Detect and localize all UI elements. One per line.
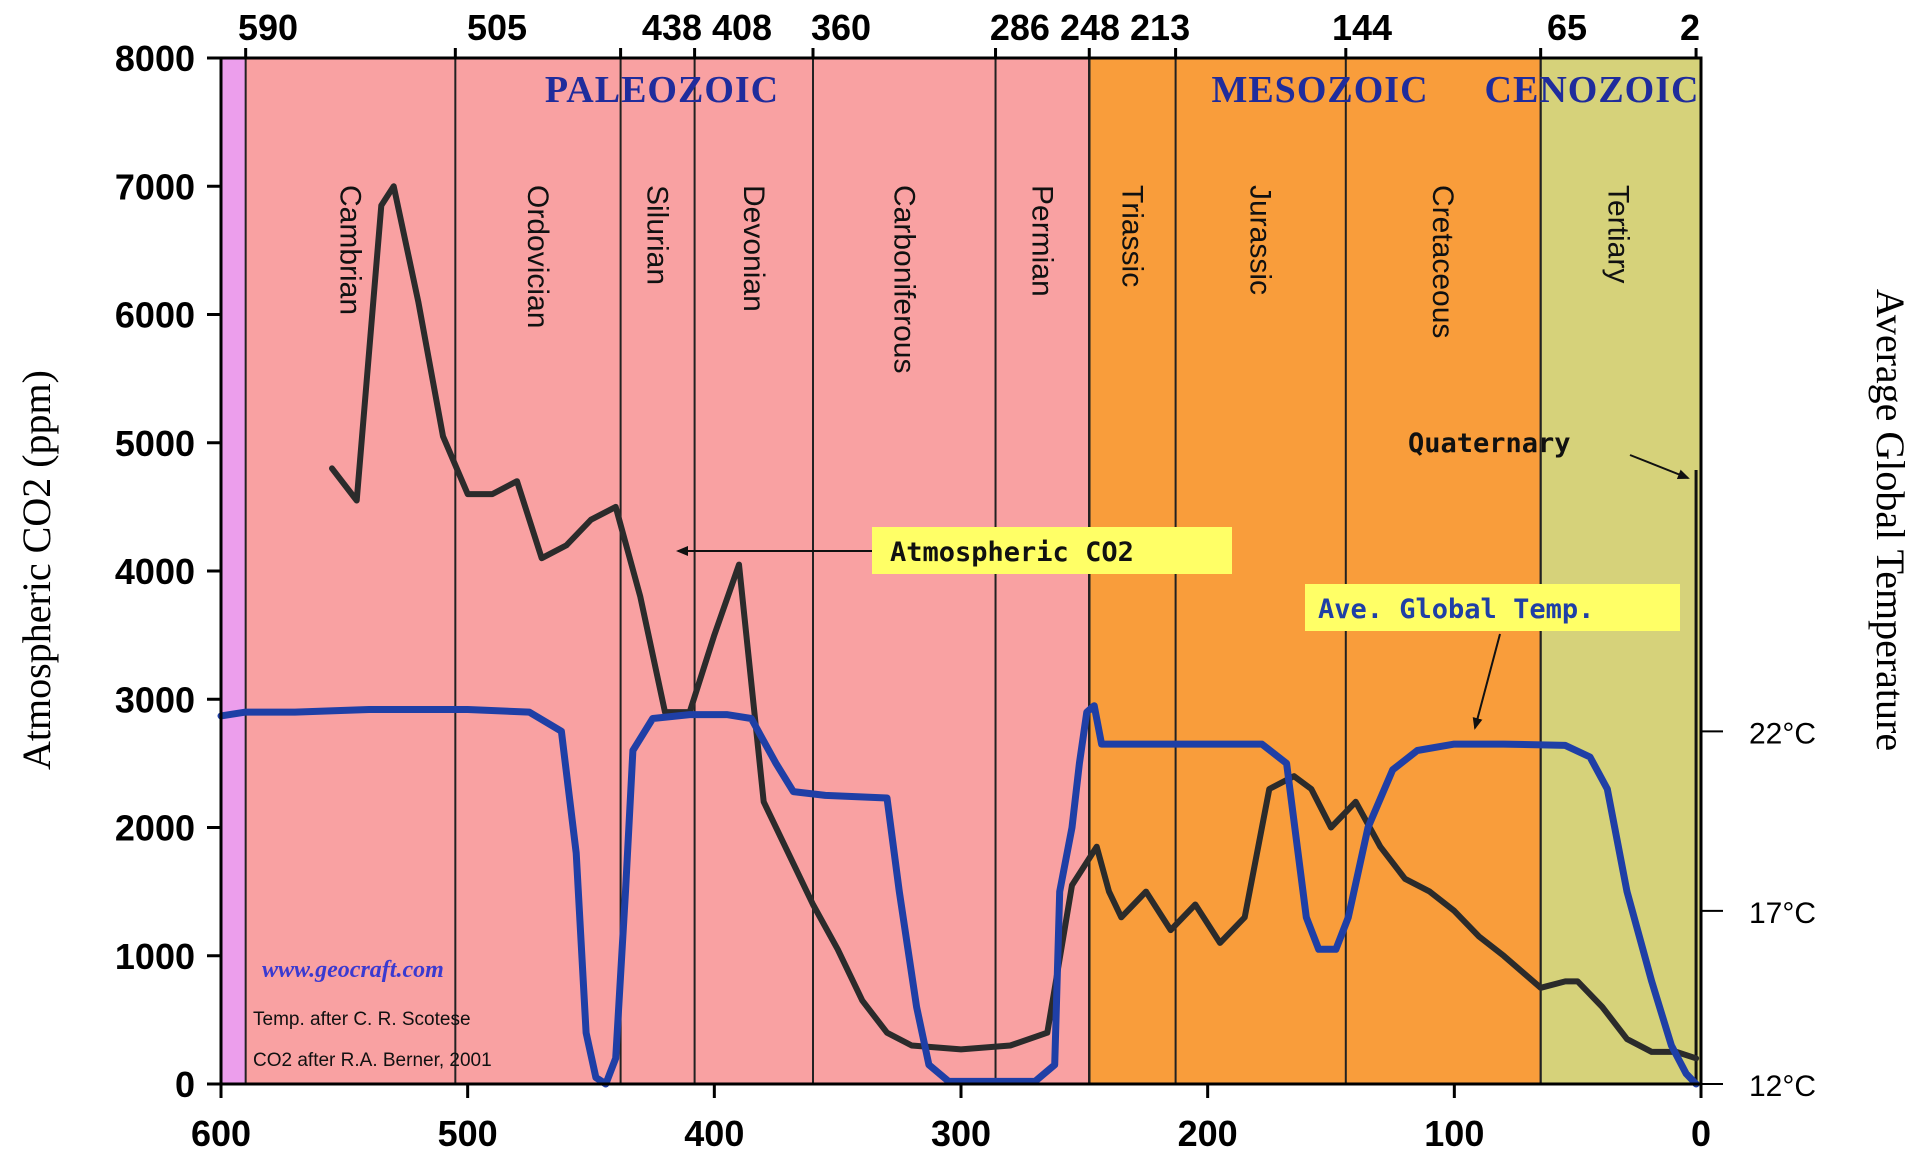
y-axis-title: Atmospheric CO2 (ppm) — [14, 370, 59, 770]
x-tick-label: 300 — [931, 1113, 991, 1154]
co2-source-credit: CO2 after R.A. Berner, 2001 — [253, 1050, 492, 1071]
period-label-triassic: Triassic — [1115, 185, 1148, 287]
data-series — [217, 183, 1700, 1088]
y-tick-label: 8000 — [115, 38, 195, 79]
x-tick-label: 0 — [1691, 1113, 1711, 1154]
era-label-cenozoic: CENOZOIC — [1485, 69, 1700, 111]
top-tick-label: 286 248 213 — [990, 7, 1190, 48]
period-label-devonian: Devonian — [737, 185, 770, 312]
x-axis-ticks: 600 500 400 300 200 100 0 — [191, 1084, 1711, 1154]
x-tick-label: 400 — [684, 1113, 744, 1154]
top-tick-label: 438 408 — [642, 7, 772, 48]
top-tick-label: 144 — [1332, 7, 1392, 48]
era-band-cenozoic — [1540, 58, 1701, 1084]
period-label-permian: Permian — [1025, 185, 1058, 297]
y-tick-label: 2000 — [115, 808, 195, 849]
period-label-silurian: Silurian — [641, 185, 674, 285]
era-label-mesozoic: MESOZOIC — [1211, 69, 1428, 111]
y-tick-label: 5000 — [115, 423, 195, 464]
source-url: www.geocraft.com — [262, 957, 444, 983]
y-tick-label: 3000 — [115, 679, 195, 720]
right-tick-label: 17°C — [1749, 897, 1816, 930]
x-tick-label: 500 — [438, 1113, 498, 1154]
x-tick-label: 200 — [1178, 1113, 1238, 1154]
period-label-jurassic: Jurassic — [1244, 185, 1277, 295]
period-label-cambrian: Cambrian — [334, 185, 367, 315]
y-tick-label: 6000 — [115, 295, 195, 336]
period-labels: Cambrian Ordovician Silurian Devonian Carbon… — [334, 185, 1635, 373]
period-label-carboniferous: Carboniferous — [887, 185, 920, 373]
y-tick-label: 7000 — [115, 166, 195, 207]
co2-label-box — [872, 527, 1232, 574]
temp-arrow — [1472, 633, 1501, 730]
temp-source-credit: Temp. after C. R. Scotese — [253, 1009, 471, 1030]
y-axis-ticks: 0 1000 2000 3000 4000 5000 6000 7000 8000 — [115, 38, 221, 1105]
top-tick-label: 2 — [1680, 7, 1700, 48]
era-labels: PALEOZOIC MESOZOIC CENOZOIC — [545, 69, 1700, 111]
quaternary-arrow — [1629, 454, 1690, 479]
temp-label: Ave. Global Temp. — [1318, 594, 1594, 625]
temp-label-box — [1305, 584, 1680, 631]
right-tick-label: 12°C — [1749, 1070, 1816, 1103]
top-tick-label: 505 — [467, 7, 527, 48]
y2-axis-title: Average Global Temperature — [1868, 289, 1911, 751]
era-band-precambrian — [221, 58, 246, 1084]
x-tick-label: 600 — [191, 1113, 251, 1154]
y-tick-label: 4000 — [115, 551, 195, 592]
quaternary-label: Quaternary — [1408, 428, 1571, 459]
y-tick-label: 0 — [175, 1064, 195, 1105]
y-tick-label: 1000 — [115, 936, 195, 977]
top-tick-label: 590 — [238, 7, 298, 48]
series-line-temperature — [217, 702, 1700, 1088]
top-axis-ticks: 590 505 438 408 360 286 248 213 144 65 2 — [238, 7, 1700, 58]
period-label-cretaceous: Cretaceous — [1426, 185, 1459, 338]
right-tick-label: 22°C — [1749, 717, 1816, 750]
annotations: Atmospheric CO2 Ave. Global Temp. Quaterna… — [676, 428, 1690, 730]
period-label-ordovician: Ordovician — [521, 185, 554, 328]
top-tick-label: 360 — [811, 7, 871, 48]
era-label-paleozoic: PALEOZOIC — [545, 69, 779, 111]
top-tick-label: 65 — [1547, 7, 1587, 48]
right-axis-ticks: 12°C 17°C 22°C — [1701, 717, 1816, 1103]
period-label-tertiary: Tertiary — [1601, 185, 1634, 283]
x-tick-label: 100 — [1424, 1113, 1484, 1154]
co2-label: Atmospheric CO2 — [890, 537, 1134, 568]
